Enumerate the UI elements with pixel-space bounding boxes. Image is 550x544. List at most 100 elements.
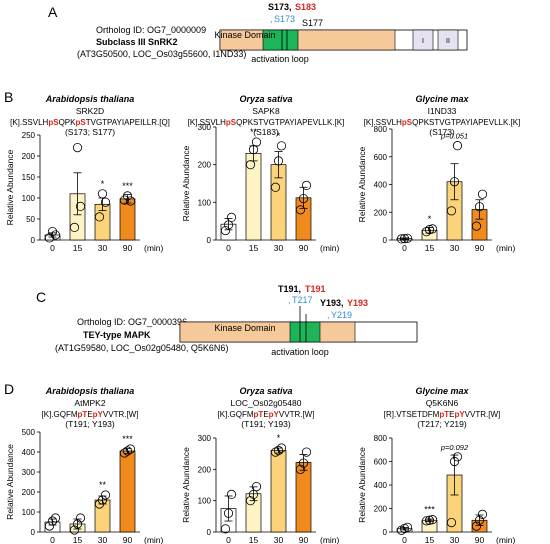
y-tick-label: 200 xyxy=(374,208,388,217)
replicate-point xyxy=(474,202,485,212)
activation-loop-label-a: activation loop xyxy=(251,54,309,64)
y-tick-label: 200 xyxy=(198,465,212,474)
replicate-point xyxy=(47,516,58,526)
panel-c-ortholog: Ortholog ID: OG7_0000396 xyxy=(77,317,187,327)
replicate-point xyxy=(122,191,133,201)
chart-2: Oryza sativa SAPK8 [K].SSVLHpSQPKSTVGTPAYI… xyxy=(181,94,344,253)
x-tick-label: 90 xyxy=(299,243,309,253)
replicate-point xyxy=(273,445,284,456)
x-tick-label: 15 xyxy=(425,535,435,544)
x-tick-label: 30 xyxy=(98,243,108,253)
regulatory-domain-2 xyxy=(437,29,459,51)
site-y219-label: Y219 xyxy=(331,310,352,320)
replicate-point xyxy=(396,234,407,244)
significance-label: *** xyxy=(424,505,435,515)
y-tick-label: 800 xyxy=(374,125,388,134)
chart-peptide: [R].VTSETDFMpTEpYVVTR.[W] xyxy=(384,410,500,419)
y-tick-label: 200 xyxy=(198,161,212,170)
chart-sites: (S173) xyxy=(429,127,455,137)
replicate-point xyxy=(477,509,488,519)
panel-a-ortholog: Ortholog ID: OG7_0000009 xyxy=(96,25,206,35)
replicate-point xyxy=(72,519,83,529)
x-tick-label: 90 xyxy=(475,243,485,253)
replicate-point xyxy=(446,517,457,528)
site-s173-gm-label: S173 xyxy=(274,14,295,24)
chart-1: Arabidopsis thaliana SRK2D [K].SSVLHpSQPKp… xyxy=(5,94,170,253)
replicate-point xyxy=(69,525,80,535)
replicate-point xyxy=(50,513,61,523)
x-tick-label: 0 xyxy=(50,535,55,544)
site-s173-label: S173, xyxy=(268,2,292,12)
replicate-point xyxy=(276,141,287,151)
significance-label: ** xyxy=(250,127,258,137)
replicate-point xyxy=(72,143,83,153)
x-tick-label: 0 xyxy=(226,535,231,544)
y-tick-label: 0 xyxy=(207,528,212,537)
site-comma-c2: , xyxy=(327,310,330,320)
replicate-point xyxy=(402,233,413,243)
regulatory-domain-1-label: I xyxy=(422,38,424,45)
y-tick-label: 250 xyxy=(22,131,36,140)
panel-d-letter: D xyxy=(4,381,14,397)
site-t191-os-label: T191 xyxy=(305,284,326,294)
x-unit-label: (min) xyxy=(320,535,340,544)
x-tick-label: 30 xyxy=(274,243,284,253)
replicate-point xyxy=(474,515,485,525)
y-tick-label: 500 xyxy=(22,428,36,437)
chart-peptide: [K].GQFMpTEpYVVTR.[W] xyxy=(42,410,139,419)
x-tick-label: 90 xyxy=(475,535,485,544)
replicate-point xyxy=(295,205,306,215)
x-tick-label: 30 xyxy=(450,243,460,253)
replicate-point xyxy=(427,224,438,234)
chart-protein-name: I1ND33 xyxy=(428,106,457,116)
kinase-domain-label-c: Kinase Domain xyxy=(214,323,275,333)
x-tick-label: 30 xyxy=(450,535,460,544)
y-tick-label: 150 xyxy=(22,173,36,182)
y-tick-label: 100 xyxy=(198,497,212,506)
y-axis-label: Relative Abundance xyxy=(5,149,15,225)
y-tick-label: 200 xyxy=(22,488,36,497)
replicate-point xyxy=(452,452,463,462)
replicate-point xyxy=(421,227,432,237)
site-y193-os-label: Y193 xyxy=(347,298,368,308)
significance-label: * xyxy=(277,433,281,443)
panel-a-subclass: Subclass III SnRK2 xyxy=(96,37,178,47)
chart-sites: (S173; S177) xyxy=(65,127,115,137)
chart-sites: (T217; Y219) xyxy=(417,419,467,429)
replicate-point xyxy=(396,525,407,535)
panel-c: C Ortholog ID: OG7_0000396 TEY-type MAPK… xyxy=(36,284,418,357)
panel-a-gene-ids: (AT3G50500, LOC_Os03g55600, I1ND33) xyxy=(77,49,246,59)
replicate-point xyxy=(399,234,410,244)
y-tick-label: 800 xyxy=(374,434,388,443)
kinase-domain-label-a: Kinase Domain xyxy=(214,30,275,40)
y-tick-label: 0 xyxy=(383,528,388,537)
replicate-point xyxy=(245,160,256,170)
replicate-point xyxy=(75,201,86,211)
bar xyxy=(119,198,136,241)
x-tick-label: 15 xyxy=(249,243,259,253)
replicate-point xyxy=(100,197,111,207)
replicate-point xyxy=(122,446,133,456)
significance-label: *** xyxy=(122,434,133,444)
x-unit-label: (min) xyxy=(496,535,516,544)
site-t191-label: T191, xyxy=(278,284,301,294)
x-tick-label: 90 xyxy=(123,243,133,253)
y-tick-label: 400 xyxy=(374,181,388,190)
x-tick-label: 15 xyxy=(73,535,83,544)
panel-a: A Ortholog ID: OG7_0000009 Subclass III … xyxy=(48,2,468,64)
y-axis-label: Relative Abundance xyxy=(5,444,15,520)
y-tick-label: 600 xyxy=(374,153,388,162)
y-tick-label: 200 xyxy=(22,152,36,161)
replicate-point xyxy=(220,524,231,534)
x-tick-label: 0 xyxy=(402,243,407,253)
chart-4: Arabidopsis thaliana AtMPK2 [K].GQFMpTEpYV… xyxy=(5,386,164,544)
chart-sites: (T191; Y193) xyxy=(65,419,115,429)
chart-peptide: [K].SSVLHpSQPKSTVGTPAYIAPEVLLK.[K] xyxy=(364,118,521,127)
replicate-point xyxy=(452,141,463,151)
y-tick-label: 100 xyxy=(198,198,212,207)
x-unit-label: (min) xyxy=(144,243,164,253)
replicate-point xyxy=(273,156,284,166)
replicate-point xyxy=(427,515,438,525)
significance-label: * xyxy=(101,179,105,189)
